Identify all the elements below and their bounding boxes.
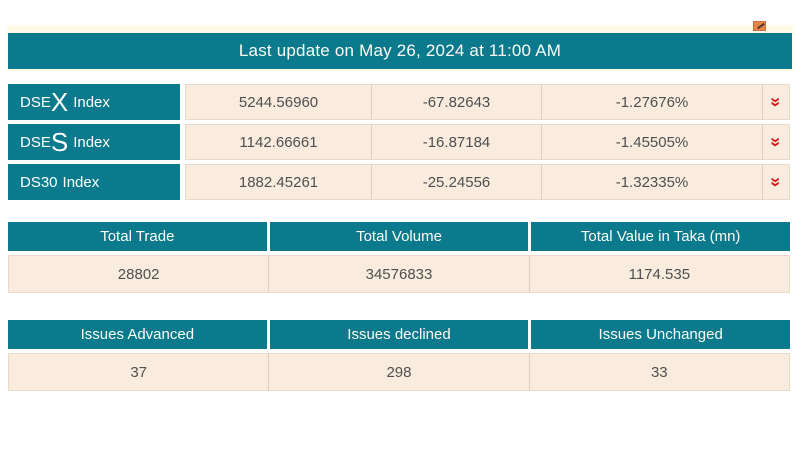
index-values-row: 1882.45261 -25.24556 -1.32335% »	[185, 164, 790, 200]
total-value-value: 1174.535	[528, 256, 789, 292]
total-volume-header: Total Volume	[269, 222, 529, 251]
index-values-row: 1142.66661 -16.87184 -1.45505% »	[185, 124, 790, 160]
issues-declined-value: 298	[268, 354, 528, 390]
index-table: DSE X Index 5244.56960 -67.82643 -1.27676%…	[8, 84, 790, 204]
last-update-bar: Last update on May 26, 2024 at 11:00 AM	[8, 33, 792, 69]
index-change: -25.24556	[372, 165, 542, 199]
index-value: 1142.66661	[186, 125, 372, 159]
issues-advanced-header: Issues Advanced	[8, 320, 267, 349]
index-row-dses: DSE S Index 1142.66661 -16.87184 -1.45505%…	[8, 124, 790, 160]
index-name-cell: DS30 Index	[8, 164, 180, 200]
index-name-suffix: Index	[62, 173, 100, 191]
index-change: -67.82643	[372, 85, 542, 119]
index-row-ds30: DS30 Index 1882.45261 -25.24556 -1.32335%…	[8, 164, 790, 200]
issues-value-row: 37 298 33	[8, 353, 790, 391]
index-change-percent: -1.45505%	[542, 125, 763, 159]
index-change: -16.87184	[372, 125, 542, 159]
issues-unchanged-header: Issues Unchanged	[531, 320, 791, 349]
index-values-row: 5244.56960 -67.82643 -1.27676% »	[185, 84, 790, 120]
index-name-prefix: DSE	[20, 93, 51, 111]
edit-icon[interactable]	[753, 21, 766, 31]
totals-header-row: Total Trade Total Volume Total Value in …	[8, 222, 791, 251]
index-change-percent: -1.27676%	[542, 85, 763, 119]
double-down-arrow-icon[interactable]: »	[763, 165, 789, 199]
index-name-cell: DSE S Index	[8, 124, 180, 160]
issues-advanced-value: 37	[130, 363, 147, 381]
index-name-suffix: Index	[73, 133, 110, 151]
index-name-cell: DSE X Index	[8, 84, 180, 120]
index-name-big: X	[50, 87, 69, 117]
total-volume-value: 34576833	[268, 256, 528, 292]
pencil-mark	[757, 22, 765, 30]
issues-declined-header: Issues declined	[269, 320, 529, 349]
issues-table: Issues Advanced Issues declined Issues U…	[8, 320, 791, 391]
last-update-text: Last update on May 26, 2024 at 11:00 AM	[238, 41, 562, 60]
issues-unchanged-value: 33	[528, 354, 789, 390]
total-trade-value: 28802	[117, 265, 160, 283]
chevron-glyph: »	[765, 136, 786, 148]
chevron-glyph: »	[765, 176, 786, 188]
totals-table: Total Trade Total Volume Total Value in …	[8, 222, 791, 293]
chevron-glyph: »	[765, 96, 786, 108]
index-row-dsex: DSE X Index 5244.56960 -67.82643 -1.27676%…	[8, 84, 790, 120]
total-value-header: Total Value in Taka (mn)	[531, 222, 791, 251]
index-name-prefix: DSE	[20, 133, 51, 151]
double-down-arrow-icon[interactable]: »	[763, 85, 789, 119]
last-update-band: Last update on May 26, 2024 at 11:00 AM	[7, 25, 793, 71]
index-value: 1882.45261	[186, 165, 372, 199]
index-name-suffix: Index	[73, 93, 110, 111]
index-value: 5244.56960	[186, 85, 372, 119]
totals-value-row: 28802 34576833 1174.535	[8, 255, 790, 293]
index-change-percent: -1.32335%	[542, 165, 763, 199]
index-name-prefix: DS30	[20, 173, 58, 191]
index-name-big: S	[50, 127, 69, 157]
issues-header-row: Issues Advanced Issues declined Issues U…	[8, 320, 791, 349]
total-trade-header: Total Trade	[8, 222, 267, 251]
double-down-arrow-icon[interactable]: »	[763, 125, 789, 159]
